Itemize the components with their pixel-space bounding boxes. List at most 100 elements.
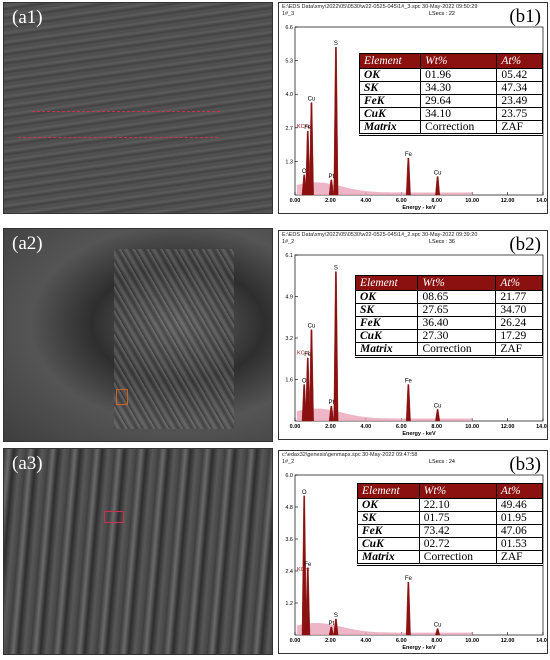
at-cell: 05.42 bbox=[496, 68, 543, 82]
spectrum-peak bbox=[301, 384, 307, 422]
x-tick-label: 8.00 bbox=[431, 198, 442, 204]
y-tick-label: 5.3 bbox=[285, 59, 293, 65]
at-cell: 21.77 bbox=[495, 290, 543, 304]
at-cell: 34.70 bbox=[495, 303, 543, 317]
eds-spectrum-b2: 6.1 4.9 3.2 1.6 KCnt 0.00 2.00 4.00 6.00 8.00 10.0… bbox=[278, 230, 548, 440]
table-row: SK 34.30 47.34 bbox=[358, 81, 543, 95]
spectrum-continuum bbox=[296, 408, 473, 421]
eds-panel-label: (b3) bbox=[509, 454, 541, 475]
at-cell: ZAF bbox=[496, 120, 543, 136]
x-tick-label: 12.00 bbox=[501, 198, 515, 204]
sem-fracture-region bbox=[114, 249, 234, 429]
spectrum-peak bbox=[333, 618, 339, 636]
eds-spectrum-b3: 6.04.83.62.41.2KCnt0.002.004.006.008.001… bbox=[278, 450, 548, 654]
peak-label: S bbox=[334, 613, 338, 619]
peak-label: Cu bbox=[434, 403, 442, 409]
peak-label: O bbox=[302, 378, 307, 384]
wt-cell: 29.64 bbox=[420, 94, 498, 108]
eds-file-path: E:\EDS Data\xmy\2022\05\0530\w22-0525-04… bbox=[282, 232, 478, 238]
header-at: At% bbox=[496, 53, 543, 69]
table-row: OK 08.65 21.77 bbox=[354, 290, 543, 304]
eds-sample-id: 1#_2 bbox=[282, 459, 295, 465]
wt-cell: 73.42 bbox=[418, 524, 497, 538]
table-row: CuK 02.72 01.53 bbox=[357, 537, 544, 551]
x-tick-label: 2.00 bbox=[325, 424, 336, 430]
eds-spectrum-chart: 6.6 5.3 4.0 2.7 1.3 KCnt 0.00 2.00 4.00 6.00 8.00 1… bbox=[285, 25, 547, 211]
eds-sample-id: 1#_3 bbox=[282, 11, 295, 17]
element-cell: CuK bbox=[357, 537, 420, 551]
wt-cell: Correction bbox=[420, 120, 498, 136]
y-axis-label: KCnt bbox=[297, 124, 310, 130]
wt-cell: 34.30 bbox=[420, 81, 498, 95]
at-cell: 26.24 bbox=[495, 316, 543, 330]
peak-label: O bbox=[302, 490, 307, 496]
spectrum-peak bbox=[435, 628, 441, 636]
wt-cell: 36.40 bbox=[417, 316, 497, 330]
y-tick-label: 6.6 bbox=[285, 25, 293, 31]
peak-label: Cu bbox=[308, 97, 316, 103]
x-tick-label: 4.00 bbox=[360, 198, 371, 204]
peak-label: Fe bbox=[405, 378, 413, 384]
wt-cell: 02.72 bbox=[418, 537, 497, 551]
header-element: Element bbox=[354, 275, 419, 291]
header-element: Element bbox=[357, 483, 420, 499]
x-axis-label: Energy - keV bbox=[402, 431, 436, 437]
peak-label: Fe bbox=[304, 562, 312, 568]
element-cell: OK bbox=[357, 498, 420, 512]
peak-label: Fe bbox=[405, 576, 413, 582]
wt-cell: 01.96 bbox=[420, 68, 498, 82]
at-cell: 49.46 bbox=[495, 498, 544, 512]
spectrum-peak bbox=[328, 626, 334, 636]
header-wt: Wt% bbox=[417, 275, 497, 291]
element-cell: CuK bbox=[358, 107, 422, 121]
eds-spectrum-b1: 6.6 5.3 4.0 2.7 1.3 KCnt 0.00 2.00 4.00 6.00 8.00 1… bbox=[278, 2, 548, 214]
x-tick-label: 10.00 bbox=[465, 638, 479, 644]
spectrum-peak bbox=[305, 567, 311, 636]
y-tick-label: 1.3 bbox=[285, 159, 293, 165]
sem-image-a3: (a3) bbox=[3, 448, 273, 655]
table-row: Matrix Correction ZAF bbox=[357, 550, 544, 566]
element-cell: SK bbox=[354, 303, 419, 317]
spectrum-continuum bbox=[296, 182, 473, 195]
spectrum-peak bbox=[301, 174, 307, 196]
at-cell: ZAF bbox=[495, 342, 543, 358]
spectrum-peak bbox=[309, 102, 314, 196]
eds-file-path: E:\EDS Data\xmy\2022\05\0530\w22-0525-04… bbox=[282, 4, 478, 10]
table-row: FeK 73.42 47.06 bbox=[357, 524, 544, 538]
element-cell: FeK bbox=[354, 316, 419, 330]
y-tick-label: 3.2 bbox=[285, 336, 293, 342]
y-tick-label: 1.6 bbox=[285, 378, 293, 384]
y-tick-label: 6.0 bbox=[285, 473, 293, 479]
x-tick-label: 12.00 bbox=[501, 638, 515, 644]
sem-image-a2: (a2) bbox=[3, 228, 273, 442]
y-tick-label: 4.8 bbox=[285, 505, 293, 511]
peak-label: Fe bbox=[405, 152, 413, 158]
x-tick-label: 14.00 bbox=[536, 198, 547, 204]
wt-cell: Correction bbox=[418, 550, 497, 566]
eds-file-path: c:\edax32\genesis\genmaps.spc 30-May-202… bbox=[282, 452, 418, 458]
table-row: OK 22.10 49.46 bbox=[357, 498, 544, 512]
sem-marker-box bbox=[116, 389, 128, 405]
y-axis-label: KCnt bbox=[297, 351, 310, 357]
sem-image-a1: (a1) bbox=[3, 2, 273, 214]
eds-spectrum-chart: 6.1 4.9 3.2 1.6 KCnt 0.00 2.00 4.00 6.00 8.00 10.0… bbox=[285, 253, 547, 437]
x-tick-label: 2.00 bbox=[325, 198, 336, 204]
peak-label: S bbox=[334, 41, 338, 47]
x-tick-label: 14.00 bbox=[536, 424, 547, 430]
spectrum-continuum bbox=[296, 623, 473, 635]
table-header-row: Element Wt% At% bbox=[354, 275, 543, 291]
spectrum-peak bbox=[435, 409, 441, 422]
at-cell: 23.49 bbox=[496, 94, 543, 108]
x-tick-label: 0.00 bbox=[290, 638, 301, 644]
composition-table-b3: Element Wt% At% OK 22.10 49.46 SK 01.75 01.9… bbox=[357, 483, 544, 566]
spectrum-peak bbox=[305, 130, 311, 196]
x-tick-label: 2.00 bbox=[325, 638, 336, 644]
at-cell: 23.75 bbox=[496, 107, 543, 121]
at-cell: 17.29 bbox=[495, 329, 543, 343]
y-tick-label: 3.6 bbox=[285, 537, 293, 543]
eds-lsecs: LSecs : 24 bbox=[429, 459, 455, 465]
header-wt: Wt% bbox=[418, 483, 497, 499]
element-cell: Matrix bbox=[354, 342, 419, 358]
x-tick-label: 6.00 bbox=[396, 638, 407, 644]
spectrum-peak bbox=[309, 329, 314, 422]
